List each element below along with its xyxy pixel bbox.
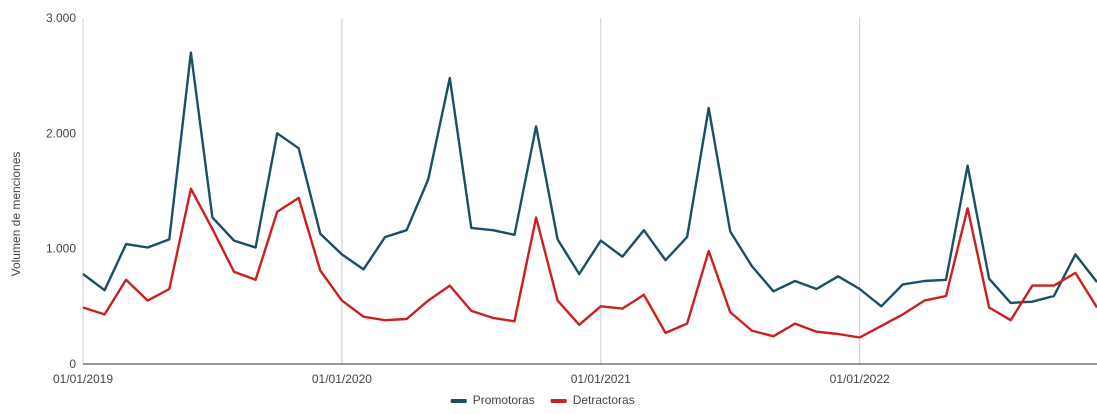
legend-swatch-promotoras bbox=[450, 399, 467, 403]
legend-label-promotoras: Promotoras bbox=[473, 393, 535, 407]
x-tick-label: 01/01/2020 bbox=[312, 372, 372, 386]
x-tick-label: 01/01/2021 bbox=[571, 372, 631, 386]
series-line-detractoras bbox=[82, 187, 1097, 339]
series-lines bbox=[82, 51, 1097, 339]
y-tick-label: 3.000 bbox=[46, 11, 76, 25]
legend-label-detractoras: Detractoras bbox=[573, 393, 635, 407]
x-tick-label: 01/01/2019 bbox=[53, 372, 113, 386]
x-tick-label: 01/01/2022 bbox=[830, 372, 890, 386]
legend: Promotoras Detractoras bbox=[450, 393, 635, 407]
y-tick-label: 0 bbox=[69, 357, 76, 371]
y-tick-label: 1.000 bbox=[46, 242, 76, 256]
grid-lines bbox=[82, 18, 861, 364]
legend-swatch-detractoras bbox=[550, 399, 567, 403]
y-tick-label: 2.000 bbox=[46, 126, 76, 140]
series-line-promotoras bbox=[82, 51, 1097, 308]
axes: 01/01/2019 01/01/2020 01/01/2021 01/01/2022… bbox=[46, 11, 1097, 386]
y-axis-label: Volumen de menciones bbox=[9, 152, 23, 277]
